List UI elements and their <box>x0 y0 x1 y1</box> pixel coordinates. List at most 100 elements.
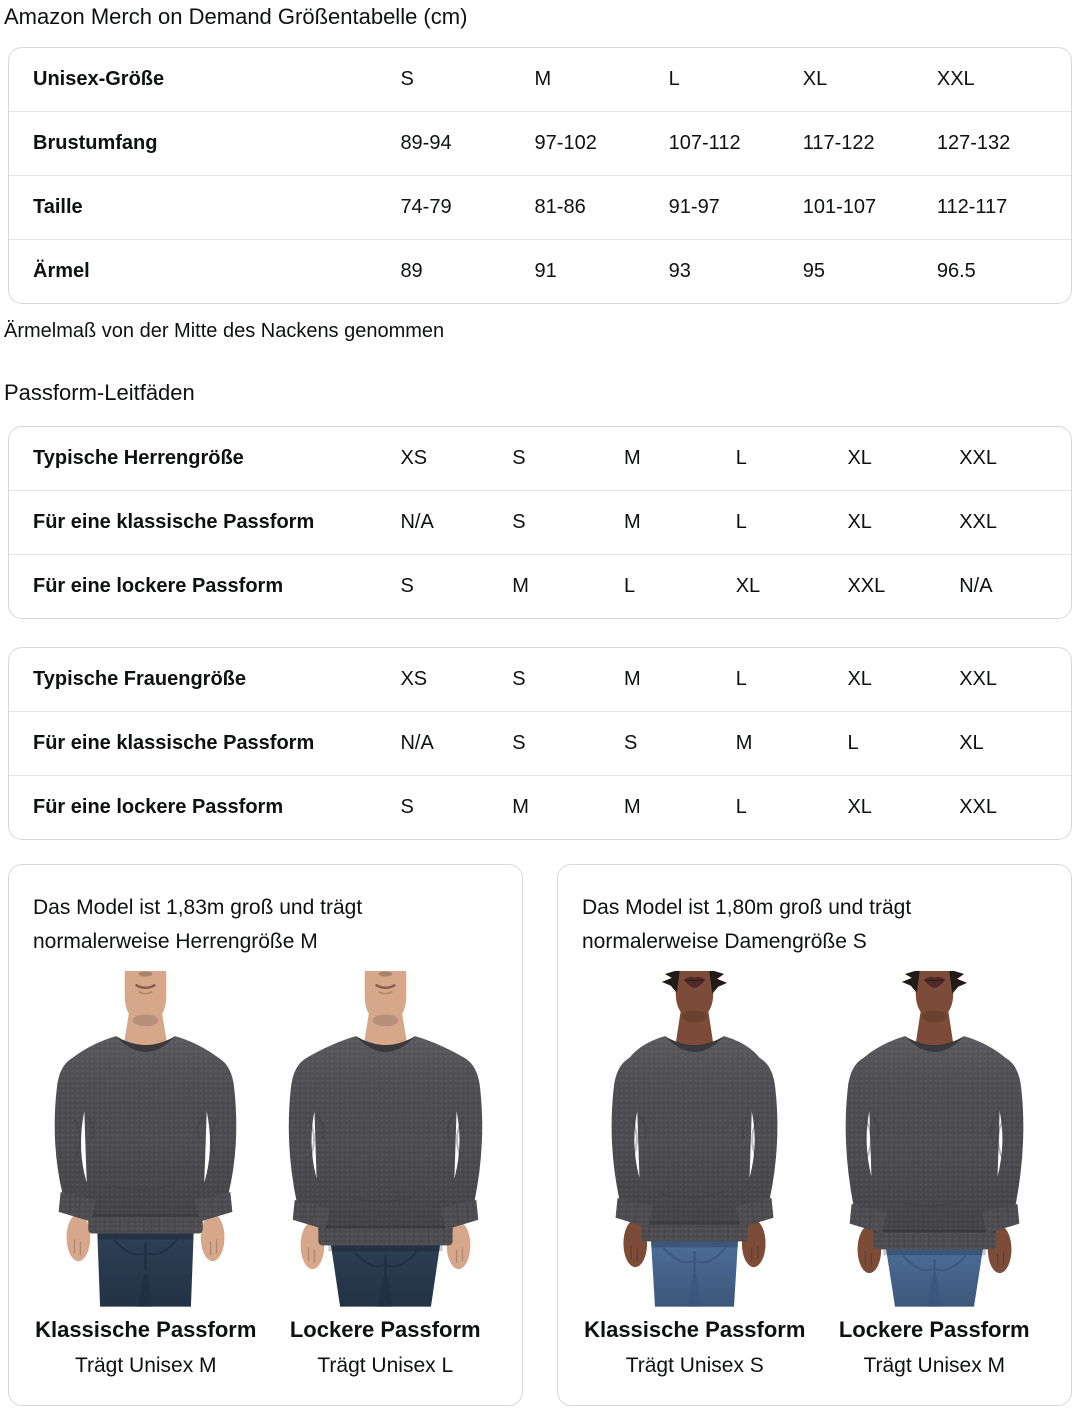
size-cell: M <box>534 68 552 91</box>
model-photo-frame <box>32 971 259 1307</box>
size-cell: M <box>623 447 641 470</box>
size-cell: XS <box>400 668 428 691</box>
model-hair <box>901 971 920 994</box>
size-cell: M <box>623 490 736 554</box>
size-cell: L <box>735 490 848 554</box>
table-row: Für eine klassische Passform N/A S S M L XL <box>9 711 1071 775</box>
model-hand <box>201 1214 225 1262</box>
model-figure: Lockere Passform Trägt Unisex M <box>820 971 1050 1378</box>
size-cell: XL <box>847 668 872 691</box>
size-cell: S <box>512 447 526 470</box>
size-cell: XXL <box>959 775 1071 839</box>
size-cell: S <box>512 711 624 775</box>
model-neck <box>675 1004 715 1051</box>
size-cell: S <box>400 554 513 618</box>
size-cell: 112-117 <box>936 175 1071 239</box>
worn-size-label: Trägt Unisex M <box>863 1354 1006 1378</box>
model-hand <box>66 1214 91 1262</box>
unisex-size-table: Unisex-Größe S M L XL XXL Brustumfang 89-94 97-1… <box>8 47 1072 305</box>
model-lips <box>683 977 706 989</box>
row-label: Unisex-Größe <box>33 68 165 91</box>
size-cell: S <box>623 711 736 775</box>
model-sweatshirt <box>54 1036 237 1234</box>
sweatshirt-hem <box>318 1226 453 1246</box>
size-cell: L <box>735 668 747 691</box>
size-cell: M <box>623 775 736 839</box>
mens-fit-table-body: Typische Herrengröße XS S M L XL XXL Für eine k… <box>9 427 1071 618</box>
size-cell: XL <box>847 490 960 554</box>
size-cell: L <box>623 554 736 618</box>
model-sweatshirt <box>288 1036 482 1246</box>
size-cell: XXL <box>936 68 975 91</box>
model-sweatshirt <box>845 1036 1024 1250</box>
size-cell: 117-122 <box>802 111 937 175</box>
size-cell: 101-107 <box>802 175 937 239</box>
size-cell: XL <box>735 554 848 618</box>
table-row: Taille 74-79 81-86 91-97 101-107 112-117 <box>9 175 1071 239</box>
size-cell: N/A <box>400 490 513 554</box>
size-cell: S <box>400 68 414 91</box>
male-model-figures: Klassische Passform Trägt Unisex M Lockere… <box>31 971 500 1378</box>
model-hair <box>662 971 680 994</box>
size-cell: L <box>735 447 747 470</box>
size-cell: 89 <box>400 239 535 303</box>
row-label: Für eine klassische Passform <box>9 490 401 554</box>
model-photo-frame <box>581 971 808 1307</box>
sweatshirt-collar <box>116 1036 176 1053</box>
model-figure: Klassische Passform Trägt Unisex M <box>31 971 261 1378</box>
model-sweatshirt <box>611 1036 778 1242</box>
table-row: Für eine lockere Passform S M M L XL XXL <box>9 775 1071 839</box>
model-photo <box>54 971 237 1307</box>
model-neck <box>914 1004 954 1051</box>
size-cell: L <box>847 711 960 775</box>
sweatshirt-hem <box>641 1222 749 1242</box>
size-cell: M <box>512 554 624 618</box>
model-photo-frame <box>821 971 1048 1307</box>
worn-size-label: Trägt Unisex M <box>74 1354 217 1378</box>
size-cell: XL <box>959 711 1071 775</box>
size-cell: M <box>512 775 624 839</box>
row-label: Typische Herrengröße <box>33 447 244 470</box>
male-model-description: Das Model ist 1,83m groß und trägt norma… <box>33 896 363 954</box>
table-row: Für eine lockere Passform S M L XL XXL N/A <box>9 554 1071 618</box>
model-hand <box>623 1220 648 1268</box>
model-hair <box>949 971 967 995</box>
size-cell: XL <box>847 447 872 470</box>
table-row: Ärmel 89 91 93 95 96.5 <box>9 239 1071 303</box>
size-cell: S <box>400 775 513 839</box>
size-cell: 81-86 <box>534 175 669 239</box>
size-cell: 89-94 <box>400 111 535 175</box>
row-label: Für eine lockere Passform <box>9 775 401 839</box>
size-cell: 91-97 <box>668 175 803 239</box>
worn-size-label: Trägt Unisex L <box>317 1354 454 1378</box>
size-cell: 97-102 <box>534 111 669 175</box>
male-model-card: Das Model ist 1,83m groß und trägt norma… <box>8 864 523 1406</box>
size-cell: 127-132 <box>936 111 1071 175</box>
row-label: Typische Frauengröße <box>33 668 247 691</box>
size-cell: XL <box>802 68 828 91</box>
unisex-size-table-body: Unisex-Größe S M L XL XXL Brustumfang 89-94 97-1… <box>9 48 1071 303</box>
model-photo <box>845 971 1024 1307</box>
model-hair <box>709 971 728 995</box>
size-cell: M <box>623 668 641 691</box>
row-label: Für eine lockere Passform <box>9 554 401 618</box>
womens-fit-table: Typische Frauengröße XS S M L XL XXL Für eine k… <box>8 647 1072 841</box>
model-figure: Klassische Passform Trägt Unisex S <box>580 971 810 1378</box>
sweatshirt-collar <box>355 1036 415 1053</box>
spacer <box>0 619 1080 647</box>
model-photo <box>288 971 482 1307</box>
page-title: Amazon Merch on Demand Größentabelle (cm… <box>4 4 468 29</box>
size-cell: M <box>735 711 848 775</box>
fit-label: Klassische Passform <box>584 1316 806 1342</box>
worn-size-label: Trägt Unisex S <box>625 1354 764 1378</box>
size-cell: 74-79 <box>400 175 535 239</box>
model-cards: Das Model ist 1,83m groß und trägt norma… <box>8 864 1072 1406</box>
size-cell: S <box>512 490 624 554</box>
size-cell: 91 <box>534 239 669 303</box>
size-cell: 93 <box>668 239 803 303</box>
table-row: Für eine klassische Passform N/A S M L XL XXL <box>9 490 1071 554</box>
fit-label: Lockere Passform <box>289 1316 481 1342</box>
fit-label: Lockere Passform <box>838 1316 1030 1342</box>
model-photo-frame <box>272 971 499 1307</box>
